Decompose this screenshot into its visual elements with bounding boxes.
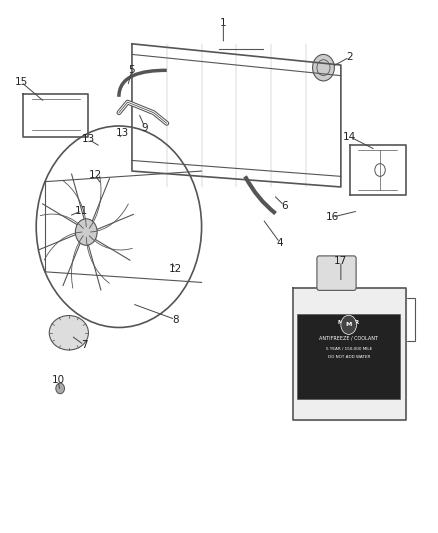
FancyArrowPatch shape bbox=[90, 179, 110, 225]
Text: 16: 16 bbox=[325, 212, 339, 222]
FancyArrowPatch shape bbox=[71, 174, 85, 224]
FancyArrowPatch shape bbox=[63, 238, 82, 286]
Text: 4: 4 bbox=[277, 238, 283, 248]
Polygon shape bbox=[293, 288, 406, 420]
Text: 5: 5 bbox=[129, 66, 135, 75]
FancyArrowPatch shape bbox=[42, 204, 81, 227]
Circle shape bbox=[341, 316, 357, 334]
Text: 14: 14 bbox=[343, 132, 356, 142]
FancyArrowPatch shape bbox=[93, 214, 134, 231]
Text: 9: 9 bbox=[142, 123, 148, 133]
Text: 10: 10 bbox=[51, 375, 64, 385]
Circle shape bbox=[56, 383, 64, 394]
Text: 13: 13 bbox=[115, 128, 129, 138]
Text: 5 YEAR / 150,000 MILE: 5 YEAR / 150,000 MILE bbox=[325, 346, 372, 351]
FancyArrowPatch shape bbox=[39, 233, 79, 250]
Ellipse shape bbox=[49, 316, 88, 350]
Circle shape bbox=[313, 54, 334, 81]
Text: 1: 1 bbox=[220, 18, 226, 28]
Text: 6: 6 bbox=[281, 200, 288, 211]
Text: 11: 11 bbox=[75, 206, 88, 216]
Text: 15: 15 bbox=[14, 77, 28, 87]
Text: 12: 12 bbox=[88, 171, 102, 180]
Text: 13: 13 bbox=[82, 134, 95, 144]
Text: 12: 12 bbox=[169, 264, 182, 274]
FancyArrowPatch shape bbox=[87, 240, 101, 290]
FancyArrowPatch shape bbox=[92, 237, 130, 260]
FancyBboxPatch shape bbox=[317, 256, 356, 290]
Text: ANTIFREEZE / COOLANT: ANTIFREEZE / COOLANT bbox=[319, 336, 378, 341]
Text: 2: 2 bbox=[346, 52, 353, 62]
Text: MOPAR: MOPAR bbox=[338, 320, 360, 325]
Text: 7: 7 bbox=[81, 340, 88, 350]
Text: 8: 8 bbox=[172, 314, 179, 325]
Text: M: M bbox=[346, 322, 352, 327]
Text: 17: 17 bbox=[334, 256, 347, 266]
Circle shape bbox=[75, 219, 97, 245]
FancyBboxPatch shape bbox=[297, 314, 399, 399]
Text: DO NOT ADD WATER: DO NOT ADD WATER bbox=[328, 354, 370, 359]
